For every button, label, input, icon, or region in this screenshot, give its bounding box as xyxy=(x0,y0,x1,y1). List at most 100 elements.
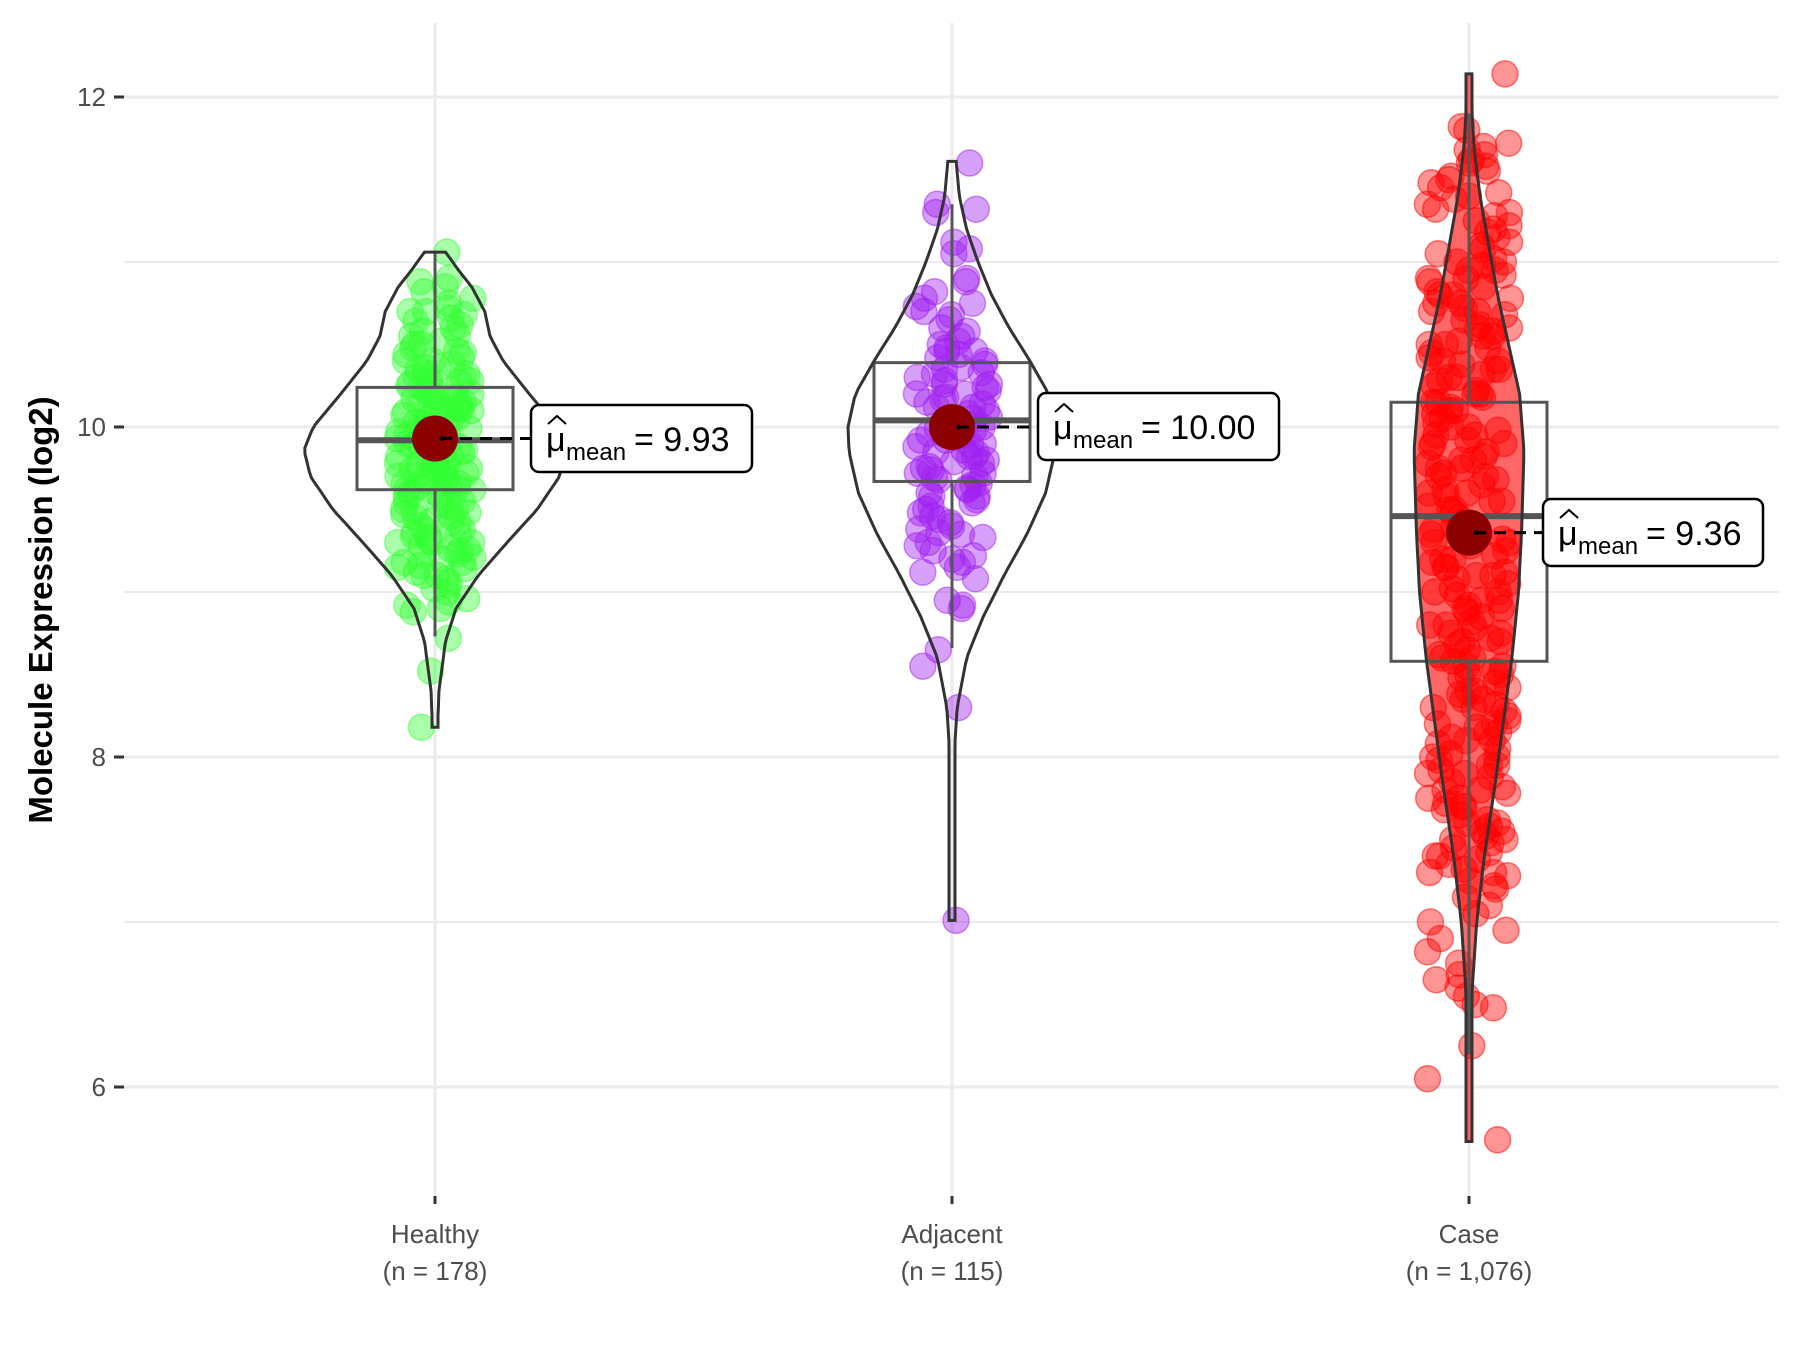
data-point xyxy=(446,393,474,421)
data-point xyxy=(1432,611,1460,639)
data-point xyxy=(1448,627,1476,656)
label-box xyxy=(1036,391,1281,462)
y-tick-label: 10 xyxy=(77,412,106,442)
plot-groups xyxy=(303,60,1549,1154)
data-point xyxy=(947,520,976,549)
data-point xyxy=(1488,817,1516,846)
hat-icon xyxy=(1054,402,1074,413)
leader-dot xyxy=(1473,530,1479,536)
data-point xyxy=(402,462,430,491)
x-axis: Healthy (n = 178) Adjacent (n = 115) Case (n … xyxy=(383,1196,1532,1286)
data-point xyxy=(922,198,950,227)
data-point xyxy=(962,195,990,223)
data-point xyxy=(1466,776,1494,804)
y-axis-title: Molecule Expression (log2) xyxy=(22,396,59,823)
data-point xyxy=(402,363,431,392)
y-axis: 6 8 10 12 xyxy=(77,82,124,1102)
group-healthy xyxy=(303,238,567,742)
data-point xyxy=(958,489,986,517)
data-point xyxy=(453,584,481,613)
data-point xyxy=(962,485,991,514)
data-point xyxy=(457,528,486,557)
data-point xyxy=(1484,416,1512,445)
label-box xyxy=(1541,497,1765,568)
violin-outline xyxy=(303,250,567,729)
data-point xyxy=(1414,784,1443,813)
data-point xyxy=(1493,779,1522,808)
data-point xyxy=(914,528,942,557)
data-point xyxy=(1475,891,1504,920)
data-point xyxy=(458,284,487,313)
data-point xyxy=(1413,937,1442,966)
data-point xyxy=(1485,586,1514,615)
data-point xyxy=(1448,454,1476,483)
mean-value: = 9.93 xyxy=(634,421,729,459)
data-point xyxy=(1486,627,1514,656)
data-point xyxy=(1422,965,1450,994)
mean-annotations: μ mean = 9.93 μ mean = 10.00μ mean = 9.36 xyxy=(439,391,1765,568)
data-point xyxy=(1487,487,1516,515)
data-point xyxy=(909,558,937,586)
data-point xyxy=(903,532,931,560)
hat-icon xyxy=(547,414,567,425)
data-point xyxy=(390,548,418,577)
data-point xyxy=(910,297,938,326)
y-tick-label: 12 xyxy=(77,82,106,112)
leader-dot xyxy=(956,424,962,430)
data-point xyxy=(392,340,420,369)
violin-outline xyxy=(1412,72,1526,1143)
data-point xyxy=(1463,314,1492,342)
data-point xyxy=(1425,367,1454,395)
data-point xyxy=(1485,355,1514,384)
data-point xyxy=(958,289,987,318)
data-point xyxy=(1420,528,1448,557)
data-point xyxy=(1484,578,1512,606)
data-point xyxy=(1416,908,1445,936)
mean-subscript: mean xyxy=(1578,533,1638,560)
mean-value: = 10.00 xyxy=(1141,409,1255,447)
data-point xyxy=(434,624,463,652)
data-point xyxy=(1494,129,1523,157)
data-point xyxy=(1492,916,1520,945)
data-point xyxy=(969,523,997,552)
data-point xyxy=(951,380,979,408)
data-point xyxy=(411,297,440,326)
data-point xyxy=(1466,380,1494,408)
data-point xyxy=(1414,264,1443,293)
data-point xyxy=(1473,157,1502,185)
x-tick-label-case: Case xyxy=(1439,1219,1500,1249)
data-point xyxy=(1437,619,1465,648)
x-tick-label-healthy: Healthy xyxy=(391,1219,479,1249)
data-point xyxy=(1461,421,1489,450)
leader-dot xyxy=(439,436,445,442)
data-point xyxy=(1419,429,1447,458)
data-point xyxy=(1415,479,1443,507)
data-point xyxy=(940,228,968,256)
data-point xyxy=(1425,842,1454,870)
data-point xyxy=(1413,190,1442,219)
data-point xyxy=(1491,60,1519,88)
data-point xyxy=(1484,718,1513,746)
data-point xyxy=(961,565,990,593)
data-point xyxy=(410,561,438,590)
data-point xyxy=(1469,322,1497,350)
mean-subscript: mean xyxy=(566,439,626,466)
data-point xyxy=(436,508,465,537)
data-point xyxy=(400,495,428,524)
data-point xyxy=(457,396,485,425)
mean-value: = 9.36 xyxy=(1646,515,1741,553)
data-point xyxy=(1420,578,1449,606)
mean-label-healthy: μ mean = 9.93 xyxy=(439,403,754,474)
data-point xyxy=(1428,347,1457,375)
data-point xyxy=(1490,429,1518,458)
data-point xyxy=(436,376,464,405)
data-point xyxy=(1421,195,1450,223)
data-point xyxy=(961,337,989,365)
mean-label-adjacent: μ mean = 10.00 xyxy=(956,391,1281,462)
data-point xyxy=(437,502,465,530)
data-point xyxy=(449,339,477,367)
group-adjacent xyxy=(846,149,1058,935)
data-point xyxy=(1462,561,1490,590)
data-point xyxy=(1428,644,1456,672)
